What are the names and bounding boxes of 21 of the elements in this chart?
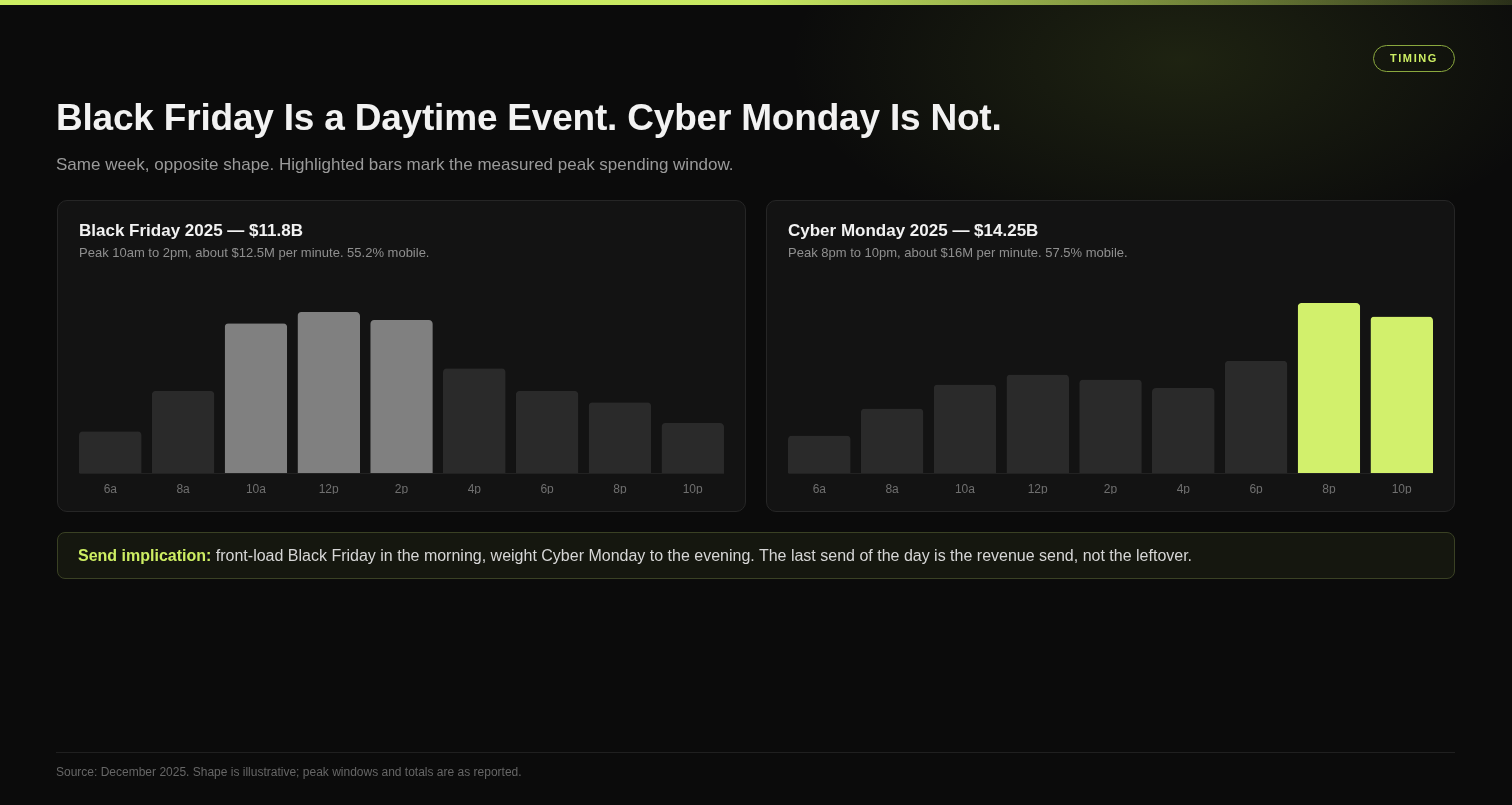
x-tick-label: 8a (885, 481, 900, 496)
text: Black Friday Is a Daytime Event. Cyber Monday Is Not. (56, 96, 1002, 140)
bar (224, 323, 288, 473)
x-tick-label: 8a (176, 481, 191, 496)
x-tick-label: 6a (103, 481, 118, 496)
text: Send implication: (78, 547, 212, 564)
bar (1297, 303, 1361, 473)
x-tick-label: 10a (245, 481, 267, 496)
bar (370, 320, 433, 473)
source-note: Source: December 2025. Shape is illustrative; peak windows and totals are as reported. (56, 765, 522, 779)
chart-subtitle: Peak 10am to 2pm, about $12.5M per minute. 55.2% mobile. (79, 245, 430, 260)
bar (1370, 316, 1433, 473)
bar (297, 312, 360, 473)
chart-title: Black Friday 2025 — $11.8B (79, 221, 303, 240)
text: front-load Black Friday in the morning, weight Cyber Monday to the evening. The last send of the day is the revenue send, not the leftover. (215, 547, 1193, 564)
x-tick-label: 6a (812, 481, 827, 496)
text: Same week, opposite shape. Highlighted bars mark the measured peak spending window. (56, 154, 734, 176)
chart-title: Cyber Monday 2025 — $14.25B (788, 221, 1039, 240)
text: TIMING (1372, 45, 1455, 72)
x-tick-label: 10a (954, 481, 976, 496)
chart-subtitle: Peak 8pm to 10pm, about $16M per minute. 57.5% mobile. (788, 245, 1128, 260)
